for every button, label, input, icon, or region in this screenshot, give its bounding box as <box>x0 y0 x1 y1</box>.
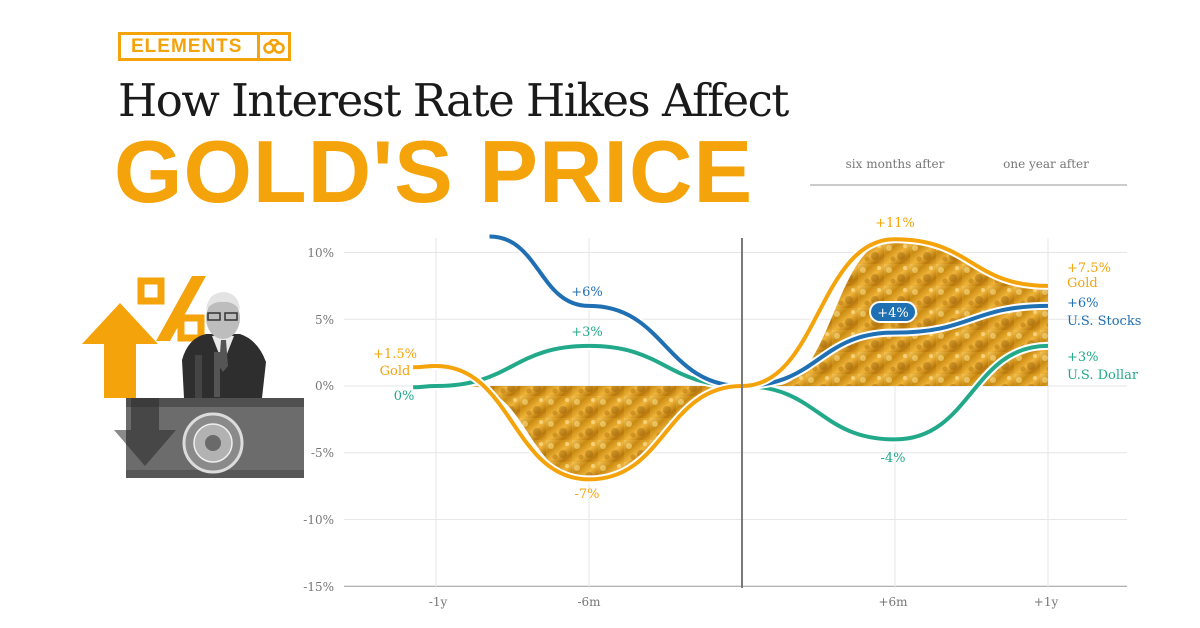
stocks-after-label: +4% <box>877 306 909 321</box>
annotations: +1.5% Gold 0% +6% +3% -7% +11% +4% -4% +… <box>373 216 1141 502</box>
dollar-after-label: -4% <box>880 451 905 466</box>
gold-line <box>413 237 1049 482</box>
stocks-end-value-label: +6% <box>1067 296 1099 311</box>
gold-fill-before <box>466 386 742 480</box>
x-tick-plus6m: +6m <box>878 595 908 609</box>
stocks-mid-label: +6% <box>571 285 603 300</box>
dollar-end-value-label: +3% <box>1067 350 1099 365</box>
top-label-one-year: one year after <box>1003 157 1089 171</box>
percent-icon <box>137 276 206 342</box>
dollar-end-name-label: U.S. Dollar <box>1067 368 1139 383</box>
x-tick-minus6m: -6m <box>577 595 601 609</box>
stocks-end-name-label: U.S. Stocks <box>1067 314 1141 329</box>
page-title: How Interest Rate Hikes Affect <box>118 74 789 127</box>
x-tick-labels: -1y -6m +6m +1y <box>429 595 1059 609</box>
x-tick-plus1y: +1y <box>1034 595 1059 609</box>
down-arrow-icon <box>114 398 176 466</box>
gold-start-name-label: Gold <box>380 364 411 379</box>
headline: GOLD'S PRICE <box>114 122 754 221</box>
gold-end-value-label: +7.5% <box>1067 261 1111 276</box>
top-label-six-months: six months after <box>846 157 945 171</box>
gold-peak-label: +11% <box>875 216 915 231</box>
y-tick-minus15: -15% <box>303 580 334 594</box>
y-tick-labels: 10% 5% 0% -5% -10% -15% <box>303 246 334 594</box>
illustration <box>82 276 304 478</box>
dollar-start-label: 0% <box>394 389 415 404</box>
stocks-after-badge <box>869 301 917 323</box>
binoculars-icon <box>256 35 288 58</box>
y-tick-10: 10% <box>307 246 334 260</box>
brand-badge: ELEMENTS <box>118 32 291 61</box>
gold-end-name-label: Gold <box>1067 276 1098 291</box>
gold-start-value-label: +1.5% <box>373 347 417 362</box>
y-tick-minus10: -10% <box>303 513 334 527</box>
gold-mid-label: -7% <box>574 487 599 502</box>
up-arrow-icon <box>82 303 158 398</box>
y-tick-5: 5% <box>315 313 334 327</box>
y-tick-0: 0% <box>315 379 334 393</box>
dollar-mid-label: +3% <box>571 325 603 340</box>
y-tick-minus5: -5% <box>311 446 334 460</box>
brand-name: ELEMENTS <box>131 35 243 57</box>
x-tick-minus1y: -1y <box>429 595 448 609</box>
